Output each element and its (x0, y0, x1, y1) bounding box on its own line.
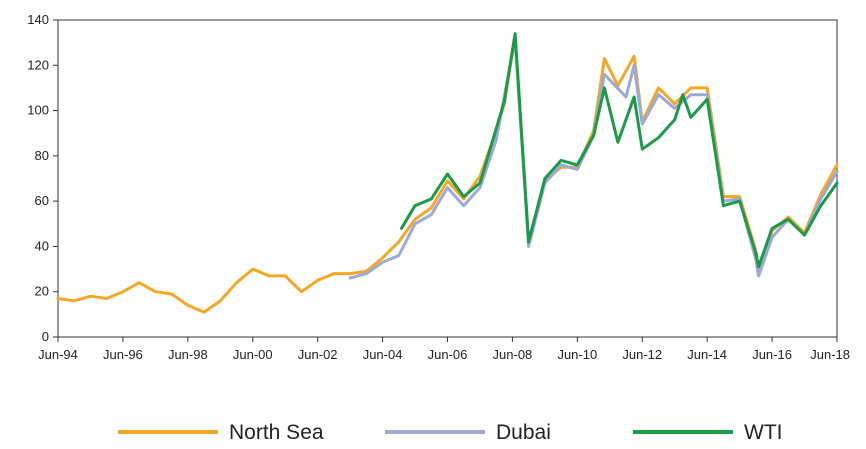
x-tick-label: Jun-98 (168, 347, 208, 362)
y-tick-label: 40 (35, 238, 49, 253)
x-tick-label: Jun-06 (428, 347, 468, 362)
x-tick-label: Jun-14 (687, 347, 727, 362)
legend-label-wti: WTI (744, 421, 782, 444)
x-tick-label: Jun-08 (493, 347, 533, 362)
y-tick-label: 100 (27, 103, 49, 118)
y-tick-label: 140 (27, 12, 49, 27)
y-tick-label: 0 (42, 329, 49, 344)
series-line-wti (400, 32, 839, 269)
x-tick-label: Jun-96 (103, 347, 143, 362)
y-tick-label: 60 (35, 193, 49, 208)
x-tick-label: Jun-12 (622, 347, 662, 362)
x-tick-label: Jun-00 (233, 347, 273, 362)
x-tick-label: Jun-04 (363, 347, 403, 362)
x-tick-label: Jun-94 (38, 347, 78, 362)
axes: 0 20 40 60 80 100 120 140 Jun-94 Jun-96 Jun-98 Jun-… (27, 12, 850, 362)
legend-item-wti: WTI (633, 421, 782, 444)
legend-label-dubai: Dubai (496, 421, 551, 444)
x-tick-label: Jun-02 (298, 347, 338, 362)
series-line-dubai (348, 36, 839, 280)
legend: North Sea Dubai WTI (118, 421, 782, 444)
x-tick-label: Jun-10 (557, 347, 597, 362)
legend-item-north-sea: North Sea (118, 421, 324, 444)
x-tick-label: Jun-16 (752, 347, 792, 362)
y-tick-label: 120 (27, 57, 49, 72)
y-tick-label: 20 (35, 284, 49, 299)
x-tick-label: Jun-18 (810, 347, 850, 362)
series-lines (56, 32, 839, 314)
y-tick-label: 80 (35, 148, 49, 163)
legend-item-dubai: Dubai (385, 421, 551, 444)
legend-label-north-sea: North Sea (229, 421, 324, 444)
